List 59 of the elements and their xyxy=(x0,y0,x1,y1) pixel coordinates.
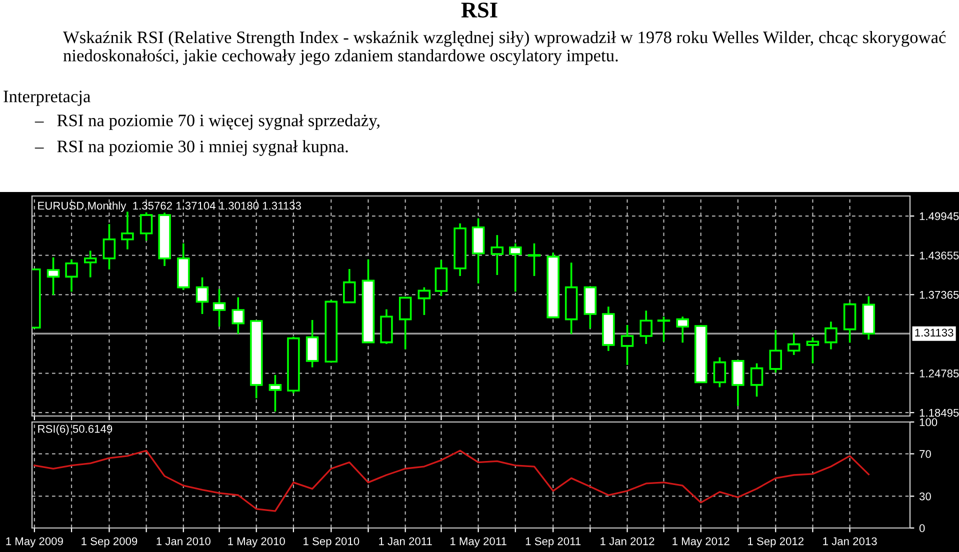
x-tick-label: 1 May 2012 xyxy=(672,537,730,548)
y-tick-label: 100 xyxy=(920,418,938,426)
x-tick-label: 1 May 2011 xyxy=(450,537,506,548)
candlestick xyxy=(769,329,782,374)
candlestick xyxy=(121,210,134,250)
y-tick-label: 1.49945 xyxy=(920,212,959,220)
text: Interpretacja xyxy=(4,90,90,106)
y-tick-label: 1.24785 xyxy=(920,370,959,378)
y-tick-label: 0 xyxy=(919,524,925,532)
line-series xyxy=(34,450,870,512)
candlestick xyxy=(824,320,838,350)
x-tick-label: 1 Jan 2011 xyxy=(379,537,432,546)
text: – RSI na poziomie 70 i więcej sygnał sprzedaży, xyxy=(34,114,380,130)
candlestick xyxy=(65,258,78,293)
candlestick xyxy=(306,319,319,368)
candlestick xyxy=(490,234,504,276)
candlestick xyxy=(196,276,209,315)
x-tick-label: 1 Jan 2010 xyxy=(156,537,210,546)
candlestick xyxy=(46,256,60,296)
candlestick xyxy=(232,296,244,335)
x-tick-label: 1 Sep 2011 xyxy=(526,537,581,548)
x-tick-label: 1 Jan 2012 xyxy=(600,537,654,546)
x-tick-label: 1 Sep 2009 xyxy=(82,537,138,548)
candlestick xyxy=(102,223,116,270)
y-tick-label: 70 xyxy=(920,450,931,458)
candlestick xyxy=(343,268,356,304)
chart-subtitle: Wskaźnik RSI (Relative Strength Index - wskaźnik względnej siły) wprowadził w 1978 roku Welles Wilder, chcąc skorygować niedoskonałości, jakie cechowały jego zdaniem standardowe oscylatory impetu. xyxy=(63,30,946,66)
x-tick-label: 1 May 2010 xyxy=(228,537,285,548)
candlestick xyxy=(750,362,764,398)
y-tick-label: 1.37365 xyxy=(920,290,959,299)
candlestick xyxy=(509,242,522,293)
y-tick-label: 30 xyxy=(919,492,931,500)
candlestick xyxy=(787,332,800,356)
candlestick xyxy=(620,324,634,366)
candlestick xyxy=(398,296,412,350)
annotation: EURUSD,Monthly 1.35762 1.37104 1.30180 1.31133 xyxy=(38,202,301,212)
ref-line-label: 1.31133 xyxy=(915,328,954,337)
y-tick-label: 1.18495 xyxy=(920,408,959,417)
x-tick-label: 1 Jan 2013 xyxy=(823,537,877,546)
candlestick xyxy=(418,286,431,316)
candlestick xyxy=(732,359,744,407)
text: – RSI na poziomie 30 i mniej sygnał kupna. xyxy=(34,140,348,156)
candlestick xyxy=(676,316,689,344)
candlestick xyxy=(140,211,153,242)
candlestick xyxy=(212,288,226,328)
annotation: RSI(6) 50.6149 xyxy=(38,424,112,435)
candlestick xyxy=(806,336,820,364)
candlestick xyxy=(713,356,726,388)
candlestick xyxy=(657,316,670,343)
x-tick-label: 1 Sep 2010 xyxy=(304,537,360,548)
candlestick xyxy=(640,310,652,345)
x-tick-label: 1 May 2009 xyxy=(6,537,63,548)
candlestick xyxy=(434,259,448,297)
x-tick-label: 1 Sep 2012 xyxy=(748,537,804,548)
candlestick xyxy=(528,242,541,277)
candlestick xyxy=(84,250,97,278)
chart-title: RSI xyxy=(461,2,498,18)
y-tick-label: 1.43655 xyxy=(920,252,959,260)
candlestick xyxy=(268,374,282,412)
